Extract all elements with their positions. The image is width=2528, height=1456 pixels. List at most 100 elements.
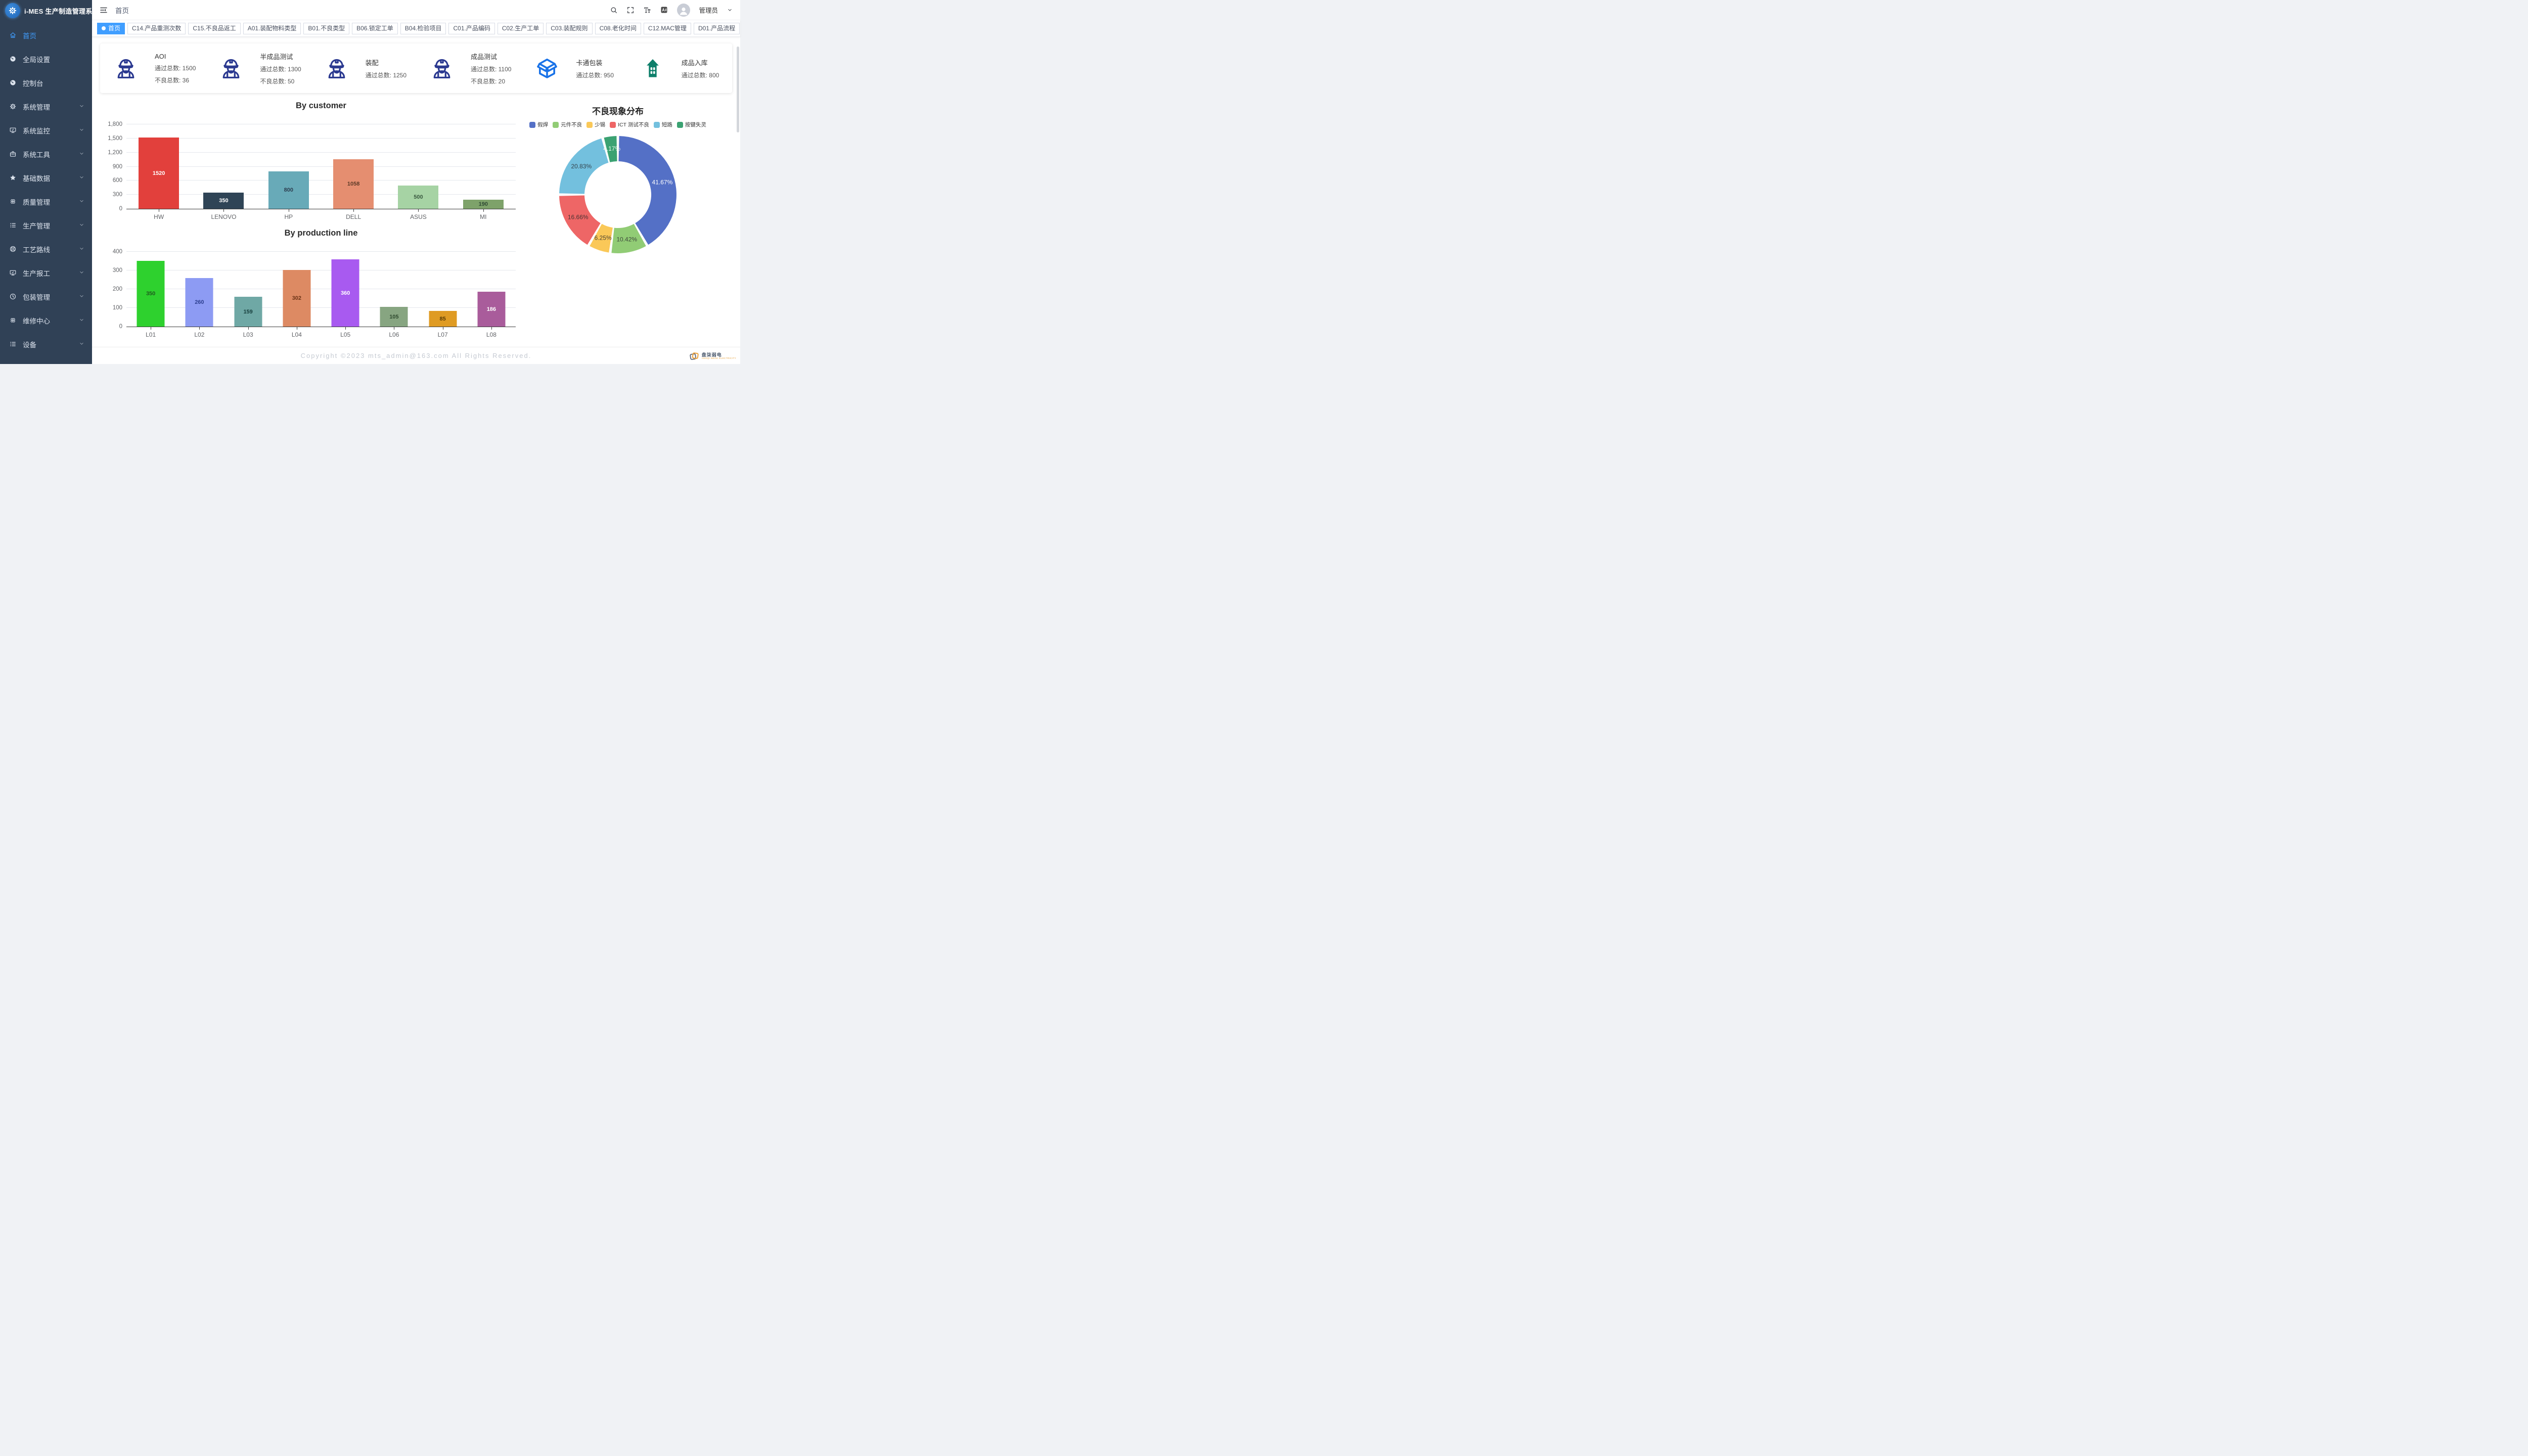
y-axis-tick-label: 1,500 <box>108 135 122 142</box>
sidebar-item-5[interactable]: 系统工具 <box>0 142 92 166</box>
monitor-icon <box>10 127 16 133</box>
bar-HP[interactable]: 800 <box>268 171 309 209</box>
sidebar-item-7[interactable]: 质量管理 <box>0 190 92 213</box>
chart-by-customer: By customer 0 300 600 900 1,200 1,500 1,800 1520… <box>102 98 532 222</box>
sidebar-item-9[interactable]: 工艺路线 <box>0 237 92 261</box>
donut-segment-label: 41.67% <box>652 179 673 186</box>
legend-item-5[interactable]: 按键失灵 <box>676 121 706 128</box>
donut-segment-2[interactable] <box>590 223 613 253</box>
stat-pass-total: 通过总数: 1100 <box>470 65 512 73</box>
tab-0[interactable]: 首页 <box>97 22 125 34</box>
sidebar-item-12[interactable]: 维修中心 <box>0 308 92 332</box>
gauge-icon <box>10 80 16 85</box>
tab-5[interactable]: B06.锁定工单 <box>352 22 398 34</box>
legend-label: 元件不良 <box>561 122 582 128</box>
sidebar-item-4[interactable]: 系统监控 <box>0 118 92 142</box>
bar-ASUS[interactable]: 500 <box>398 186 439 209</box>
tab-1[interactable]: C14.产品重测次数 <box>127 22 186 34</box>
tab-6[interactable]: B04.检验项目 <box>400 22 446 34</box>
legend-item-3[interactable]: ICT 测试不良 <box>610 121 649 128</box>
legend-swatch <box>610 121 616 128</box>
tab-label: D01.产品流程 <box>698 24 736 32</box>
stat-text: 半成品测试 通过总数: 1300 不良总数: 50 <box>260 52 301 85</box>
legend-item-4[interactable]: 短路 <box>653 121 672 128</box>
tab-label: C12.MAC管理 <box>648 24 687 32</box>
donut-segment-5[interactable] <box>604 136 617 162</box>
tab-11[interactable]: C12.MAC管理 <box>643 22 691 34</box>
bar-L01[interactable]: 350 <box>137 261 165 327</box>
legend-item-1[interactable]: 元件不良 <box>553 121 582 128</box>
bar-L07[interactable]: 85 <box>429 311 457 327</box>
chevron-down-icon[interactable] <box>727 7 733 13</box>
donut-segment-0[interactable] <box>618 136 676 245</box>
bar-L08[interactable]: 186 <box>477 292 506 327</box>
y-axis-tick-label: 1,200 <box>108 149 122 156</box>
sidebar-collapse-button[interactable] <box>99 6 108 15</box>
scrollbar-thumb[interactable] <box>737 47 739 132</box>
bar-LENOVO[interactable]: 350 <box>203 193 244 209</box>
tab-2[interactable]: C15.不良品返工 <box>188 22 241 34</box>
y-axis-tick-label: 900 <box>112 163 122 170</box>
sidebar-item-14[interactable]: 物料追溯 <box>0 356 92 364</box>
donut-segment-1[interactable] <box>611 223 646 253</box>
bar-HW[interactable]: 1520 <box>139 138 179 209</box>
stat-card-2: 装配 通过总数: 1250 <box>311 43 416 93</box>
donut-segment-4[interactable] <box>559 138 609 194</box>
legend-label: 按键失灵 <box>685 122 706 128</box>
sidebar-item-11[interactable]: 包装管理 <box>0 285 92 308</box>
legend-item-0[interactable]: 假焊 <box>529 121 548 128</box>
sidebar-item-10[interactable]: 生产报工 <box>0 261 92 285</box>
tab-3[interactable]: A01.装配物料类型 <box>243 22 301 34</box>
bar-L04[interactable]: 302 <box>283 270 311 327</box>
bar-MI[interactable]: 190 <box>463 200 504 209</box>
gridline <box>126 166 516 167</box>
bar-value-label: 360 <box>340 290 350 296</box>
x-slot: HW <box>126 209 191 222</box>
sidebar-item-label: 全局设置 <box>23 56 50 64</box>
tab-9[interactable]: C03.装配规则 <box>546 22 593 34</box>
tab-12[interactable]: D01.产品流程 <box>693 22 740 34</box>
stat-text: 成品入库 通过总数: 800 <box>682 58 719 79</box>
sidebar-item-13[interactable]: 设备 <box>0 332 92 356</box>
bar-L03[interactable]: 159 <box>234 297 262 327</box>
legend-item-2[interactable]: 少锡 <box>586 121 605 128</box>
x-axis-label: L03 <box>243 331 253 338</box>
user-menu-caret-icon <box>728 9 732 11</box>
search-icon[interactable] <box>610 6 618 14</box>
chevdown-icon <box>80 152 83 155</box>
stat-card-3: 成品测试 通过总数: 1100 不良总数: 20 <box>416 43 521 93</box>
stat-title: 成品测试 <box>470 53 497 61</box>
sidebar-item-6[interactable]: 基础数据 <box>0 166 92 190</box>
sidebar-item-label: 包装管理 <box>23 293 50 301</box>
language-icon[interactable]: A <box>660 6 668 14</box>
sidebar-item-8[interactable]: 生产管理 <box>0 213 92 237</box>
bar-L05[interactable]: 360 <box>331 259 359 327</box>
donut-segment-3[interactable] <box>559 195 601 245</box>
sidebar-item-3[interactable]: 系统管理 <box>0 95 92 118</box>
bar-DELL[interactable]: 1058 <box>333 159 374 209</box>
chevron-down-icon <box>78 340 85 348</box>
tab-7[interactable]: C01.产品编码 <box>448 22 495 34</box>
x-slot: L02 <box>175 327 223 340</box>
stat-card-4: 卡通包装 通过总数: 950 <box>521 43 626 93</box>
text-size-icon[interactable] <box>643 6 651 14</box>
legend-label: 假焊 <box>537 122 549 128</box>
bar-L02[interactable]: 260 <box>185 278 213 327</box>
tab-4[interactable]: B01.不良类型 <box>303 22 350 34</box>
stat-title: 成品入库 <box>681 59 708 67</box>
tab-8[interactable]: C02.生产工单 <box>497 22 544 34</box>
watermark-name: 盘柒弱电 <box>701 352 722 357</box>
bar-value-label: 350 <box>219 198 229 204</box>
sidebar-item-0[interactable]: 首页 <box>0 23 92 47</box>
sidebar-item-2[interactable]: 控制台 <box>0 71 92 95</box>
x-axis-tick <box>418 209 419 212</box>
tab-10[interactable]: C08.老化时间 <box>595 22 641 34</box>
avatar[interactable] <box>677 3 691 17</box>
bar-L06[interactable]: 105 <box>380 307 408 327</box>
fullscreen-icon[interactable] <box>626 6 635 14</box>
legend-swatch <box>653 121 660 128</box>
chart-defect-distribution: 不良现象分布 假焊 元件不良 少锡 ICT 测试不良 短路 按键失灵 41.67% 10.42%… <box>522 104 714 260</box>
bar-value-label: 85 <box>439 315 446 322</box>
breadcrumb: 首页 <box>115 7 129 15</box>
sidebar-item-1[interactable]: 全局设置 <box>0 47 92 71</box>
